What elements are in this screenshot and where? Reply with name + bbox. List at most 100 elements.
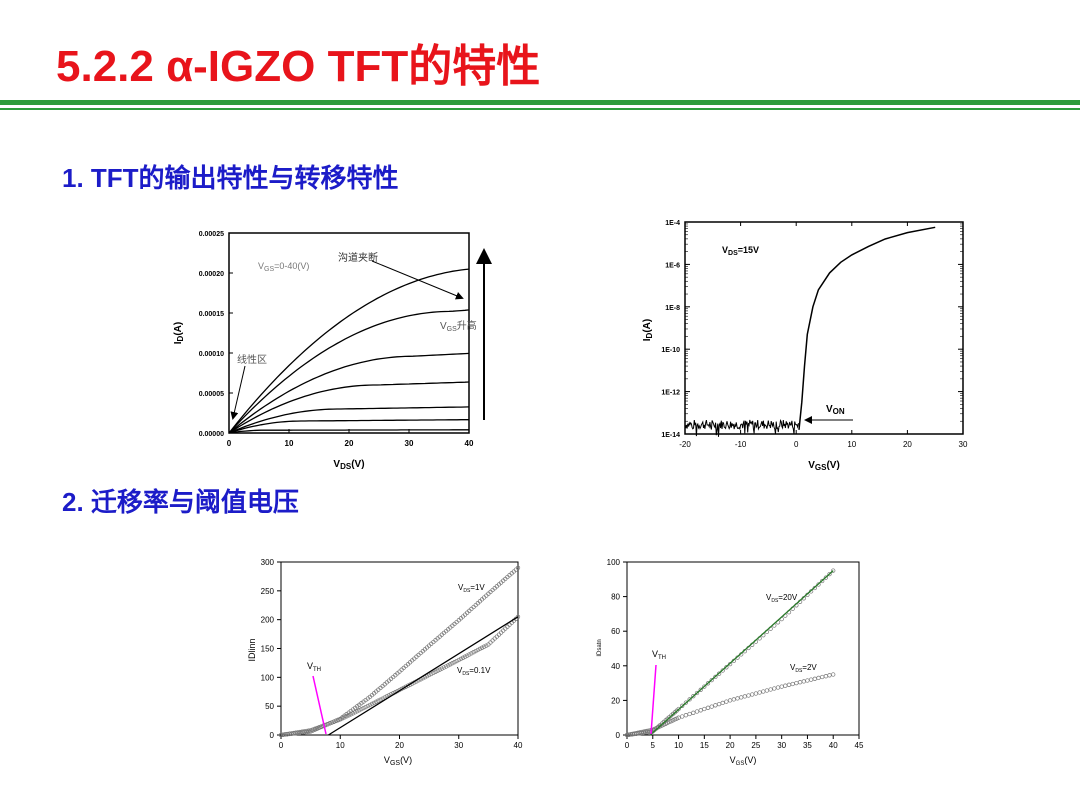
- chart3-data-point: [340, 716, 345, 721]
- chart2-ytick-label: 1E-4: [665, 220, 680, 227]
- chart4-data-point: [691, 710, 696, 715]
- chart3-data-point: [456, 657, 461, 663]
- chart4-data-point: [801, 679, 806, 684]
- chart3-data-point: [467, 652, 472, 657]
- chart4-data-point: [823, 575, 829, 580]
- chart3-data-point: [403, 684, 408, 689]
- chart4-data-point: [713, 674, 718, 680]
- chart3-data-point: [515, 565, 521, 570]
- chart3-data-point: [454, 658, 459, 664]
- chart4-data-point: [687, 711, 692, 717]
- chart4-data-point: [831, 672, 836, 677]
- chart4-vth-pointer: [650, 664, 657, 735]
- chart3-data-point: [378, 697, 383, 702]
- chart4-plot-frame: [626, 561, 860, 736]
- chart4-ytick-label: 20: [611, 696, 620, 705]
- chart3-fit-line: [328, 616, 519, 736]
- chart3-data-point: [477, 646, 483, 652]
- chart1-ytick-label: 0.00010: [199, 351, 224, 358]
- chart4-data-point: [750, 692, 755, 697]
- chart3-data-point: [361, 705, 366, 711]
- section-heading-output-transfer: 1. TFT的输出特性与转移特性: [62, 163, 399, 193]
- chart4-data-point: [786, 682, 792, 687]
- chart4-data-point: [698, 708, 703, 713]
- chart4-data-point: [720, 668, 725, 673]
- chart1-ylabel: ID(A): [173, 322, 185, 344]
- chart3-data-point: [335, 718, 341, 723]
- chart3-data-point: [314, 725, 320, 731]
- chart3-data-point: [348, 712, 353, 717]
- chart3-ytick-label: 300: [261, 558, 275, 567]
- chart3-data-point: [338, 717, 343, 722]
- chart4-ylabel: IDsatn: [597, 639, 603, 656]
- chart1-output-curve: [228, 352, 470, 434]
- chart4-data-point: [757, 690, 762, 695]
- chart4-data-point: [746, 693, 751, 698]
- chart4-data-point: [831, 568, 836, 573]
- chart1-output-curve: [228, 419, 469, 434]
- chart1-xtick-label: 10: [285, 439, 294, 448]
- chart1-annotation-pinch-off: 沟道夹断: [338, 251, 378, 264]
- chart4-data-point: [823, 674, 829, 679]
- chart4-data-point: [768, 687, 773, 692]
- chart4-data-point: [716, 701, 722, 707]
- chart3-data-point: [481, 644, 487, 649]
- chart3-data-point: [380, 696, 385, 701]
- chart3-data-point: [435, 668, 440, 673]
- chart4-xtick-label: 40: [829, 741, 838, 750]
- chart4-data-point: [820, 674, 825, 680]
- chart4-data-point: [724, 699, 729, 704]
- chart2-ytick-label: 1E-12: [661, 390, 680, 397]
- chart3-data-point: [448, 662, 453, 667]
- chart2-transfer-curve: [798, 226, 936, 430]
- chart3-xtick-label: 30: [454, 741, 463, 750]
- chart4-data-point: [727, 698, 733, 703]
- chart3-data-point: [344, 714, 349, 719]
- chart4-data-point: [794, 680, 799, 686]
- chart4-data-point: [790, 681, 795, 687]
- chart4-data-point: [691, 694, 696, 699]
- chart4-ytick-label: 80: [611, 593, 620, 602]
- chart4-data-point: [827, 673, 832, 678]
- chart4-data-point: [805, 678, 810, 683]
- chart4-data-point: [820, 578, 825, 584]
- chart4-data-point: [702, 684, 707, 689]
- chart4-data-point: [705, 681, 711, 686]
- chart3-data-point: [450, 661, 455, 666]
- chart1-output-curve: [228, 309, 470, 434]
- chart2-xtick-label: 10: [847, 440, 856, 449]
- chart3-data-point: [484, 643, 489, 648]
- chart4-series2-label: VDS=2V: [790, 663, 817, 674]
- chart3-series2-label: VDS=0.1V: [457, 666, 491, 677]
- chart2-xtick-label: 30: [959, 440, 968, 449]
- chart3-data-point: [342, 715, 347, 720]
- chart2-von-label: VON: [826, 404, 845, 416]
- chart1-output-curve: [228, 406, 470, 434]
- chart4-data-point: [827, 571, 832, 577]
- chart3-data-point: [287, 731, 292, 736]
- chart3-data-point: [359, 706, 364, 712]
- chart3-data-point: [365, 703, 370, 709]
- chart3-data-point: [331, 719, 337, 724]
- chart3-data-point: [376, 698, 381, 703]
- chart3-data-point: [278, 732, 284, 738]
- chart3-data-point: [357, 708, 362, 713]
- chart3-data-point: [460, 655, 466, 660]
- chart4-data-point: [676, 706, 681, 712]
- chart3-data-point: [475, 647, 480, 653]
- chart4-data-point: [683, 713, 689, 718]
- chart4-xtick-label: 35: [803, 741, 812, 750]
- chart4-data-point: [812, 676, 817, 681]
- chart3-data-point: [302, 729, 307, 734]
- chart4-data-point: [720, 700, 725, 706]
- chart1-annotation-vgs-rise: VGS升高: [440, 319, 477, 333]
- chart2-xtick-label: -20: [679, 440, 691, 449]
- chart3-ytick-label: 50: [265, 702, 274, 711]
- chart3-vth-label: VTH: [307, 661, 321, 673]
- chart4-data-point: [687, 697, 692, 702]
- chart3-data-point: [369, 701, 375, 707]
- chart1-output-curve: [228, 429, 469, 434]
- chart4-data-point: [753, 691, 759, 696]
- chart3-data-point: [401, 685, 406, 691]
- chart3-series1-label: VDS=1V: [458, 583, 485, 594]
